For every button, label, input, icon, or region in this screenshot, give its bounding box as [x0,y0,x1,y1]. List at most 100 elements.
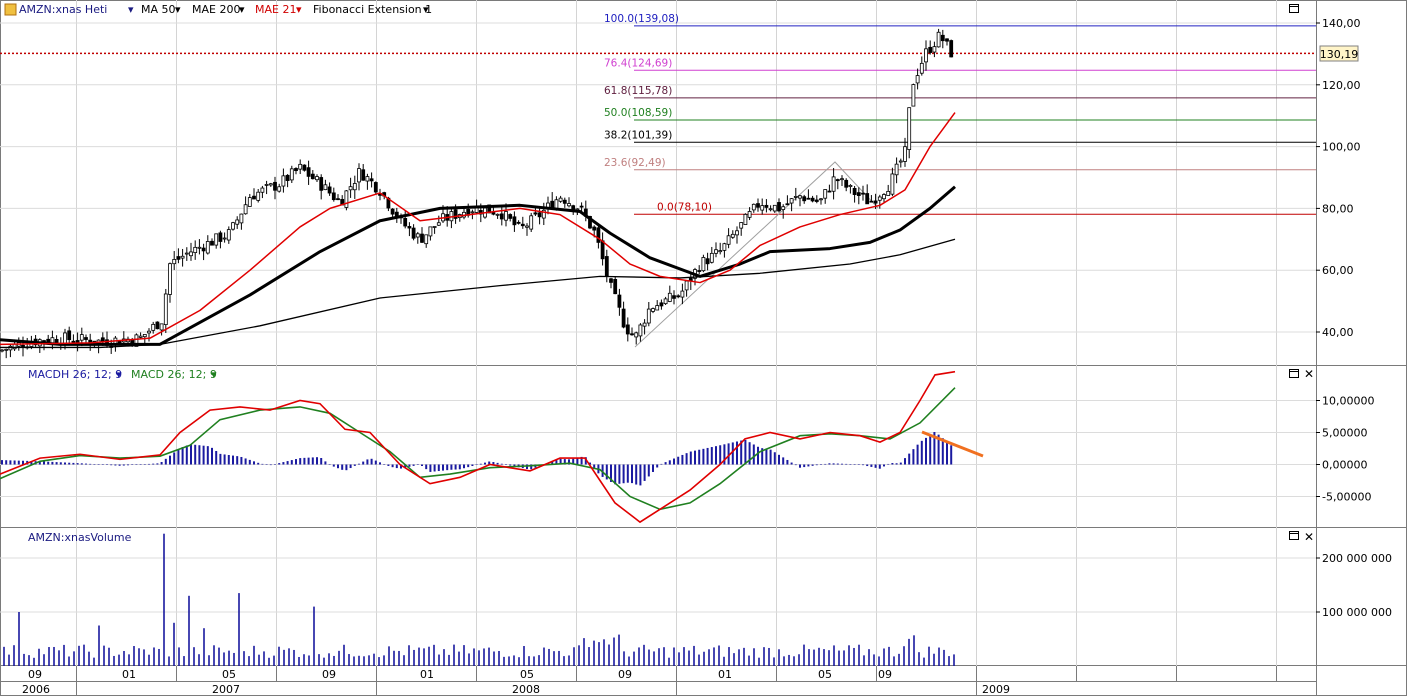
candle-body[interactable] [701,257,706,272]
candle-body[interactable] [625,324,630,335]
macdh-label[interactable]: MACDH 26; 12; 9 [28,368,122,381]
candle-body[interactable] [894,163,899,176]
candle-body[interactable] [777,202,781,212]
chevron-down-icon[interactable]: ▾ [296,3,302,16]
candle-body[interactable] [667,292,672,302]
maximize-icon[interactable] [1289,4,1299,13]
candle-body[interactable] [567,203,571,207]
candle-body[interactable] [361,169,366,181]
candle-body[interactable] [945,38,949,42]
candle-body[interactable] [310,173,315,180]
candle-body[interactable] [499,213,504,220]
indicator-fibonacci[interactable]: Fibonacci Extension 1 [313,3,432,16]
candle-body[interactable] [147,330,151,334]
candle-body[interactable] [373,182,378,193]
candle-body[interactable] [42,340,46,343]
candle-body[interactable] [739,222,744,229]
candle-body[interactable] [814,199,819,202]
candle-body[interactable] [239,213,244,224]
candle-body[interactable] [327,186,332,194]
macd-histogram[interactable] [1,432,953,486]
candle-body[interactable] [369,178,374,182]
moving-average-line[interactable] [0,238,956,349]
candle-body[interactable] [415,233,420,238]
candle-body[interactable] [168,263,172,295]
candle-body[interactable] [541,209,546,219]
candle-body[interactable] [852,187,857,195]
candle-body[interactable] [873,200,878,204]
candle-body[interactable] [256,191,261,201]
moving-average-line[interactable] [0,112,956,346]
candle-body[interactable] [940,34,945,42]
candle-body[interactable] [205,241,210,254]
candle-body[interactable] [260,187,265,193]
candle-body[interactable] [273,181,277,191]
candle-body[interactable] [54,338,59,344]
candle-body[interactable] [722,243,727,251]
candle-body[interactable] [642,322,647,327]
candle-body[interactable] [252,195,256,200]
candle-body[interactable] [222,237,227,240]
candle-body[interactable] [243,204,248,215]
candle-body[interactable] [344,190,349,208]
close-icon[interactable]: ✕ [1304,367,1314,381]
candle-body[interactable] [298,163,303,170]
candle-body[interactable] [936,31,941,48]
candle-body[interactable] [453,209,458,219]
candle-body[interactable] [268,183,273,186]
candle-body[interactable] [336,198,340,201]
chevron-down-icon[interactable]: ▾ [175,3,181,16]
candle-body[interactable] [264,184,269,186]
chevron-down-icon[interactable]: ▾ [116,368,122,381]
instrument-dropdown-icon[interactable]: ▾ [128,3,134,16]
candle-body[interactable] [932,46,937,53]
candle-body[interactable] [760,205,765,211]
candle-body[interactable] [470,211,475,214]
candle-body[interactable] [214,233,219,246]
candle-body[interactable] [915,75,920,84]
candle-body[interactable] [596,227,601,243]
candle-body[interactable] [882,194,886,200]
candle-body[interactable] [835,179,840,182]
candle-body[interactable] [600,240,605,260]
candle-body[interactable] [516,221,521,224]
candle-body[interactable] [865,193,870,205]
candle-body[interactable] [134,334,139,347]
candle-body[interactable] [428,226,433,237]
candle-body[interactable] [604,256,609,277]
candle-body[interactable] [772,204,777,212]
candle-body[interactable] [651,308,655,312]
candle-body[interactable] [84,337,88,340]
candle-body[interactable] [390,208,395,215]
candle-body[interactable] [294,168,298,172]
candle-body[interactable] [646,308,651,324]
candle-body[interactable] [613,279,618,295]
candle-body[interactable] [676,295,681,298]
candle-body[interactable] [890,173,895,195]
candle-body[interactable] [352,183,357,191]
candle-body[interactable] [802,196,807,202]
candle-body[interactable] [436,222,441,226]
candle-body[interactable] [184,252,189,255]
macd-label[interactable]: MACD 26; 12; 9 [131,368,217,381]
candle-body[interactable] [705,258,710,265]
candle-body[interactable] [898,160,903,163]
candle-body[interactable] [210,240,214,246]
candle-body[interactable] [718,250,723,253]
candle-body[interactable] [495,213,500,216]
candle-body[interactable] [911,84,916,107]
candle-body[interactable] [151,323,156,331]
candle-body[interactable] [743,213,748,225]
candle-body[interactable] [709,252,714,263]
candle-body[interactable] [357,168,361,183]
candle-body[interactable] [579,205,584,208]
candle-body[interactable] [781,206,786,210]
candle-body[interactable] [0,349,4,352]
candle-body[interactable] [189,251,193,257]
candle-body[interactable] [315,176,319,181]
candle-body[interactable] [949,40,954,58]
candle-body[interactable] [231,222,235,230]
candle-body[interactable] [659,302,664,307]
candle-body[interactable] [747,211,752,218]
candle-body[interactable] [663,298,668,305]
